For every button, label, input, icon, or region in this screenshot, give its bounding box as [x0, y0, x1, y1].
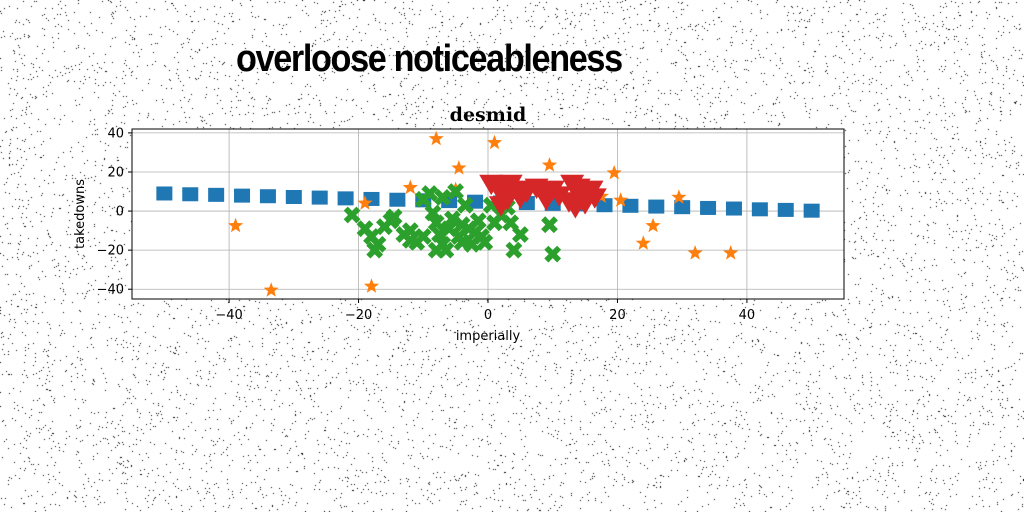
data-point-square	[725, 201, 742, 216]
data-point-square	[777, 202, 794, 217]
data-point-square	[648, 199, 665, 214]
data-point-x	[434, 189, 452, 206]
data-point-x	[512, 226, 529, 243]
data-point-x	[476, 233, 494, 251]
data-point-x	[502, 214, 520, 232]
data-point-x	[427, 241, 445, 259]
x-tick-label: −20	[345, 308, 372, 323]
data-point-square	[389, 192, 406, 207]
data-point-square	[259, 189, 276, 204]
x-tick-label: 0	[484, 308, 492, 323]
data-point-star	[402, 179, 418, 195]
data-point-x	[421, 185, 439, 202]
data-point-star	[263, 282, 279, 297]
data-point-star	[451, 160, 467, 175]
y-tick-label: 40	[107, 126, 124, 141]
data-point-triangle	[488, 196, 513, 217]
data-point-x	[343, 206, 361, 224]
data-point-x	[453, 216, 471, 234]
data-point-x	[401, 222, 419, 239]
data-point-square	[234, 188, 251, 203]
data-point-x	[385, 208, 403, 226]
data-point-x	[427, 214, 445, 232]
data-point-square	[285, 190, 302, 204]
data-point-star	[645, 217, 661, 233]
data-point-x	[469, 212, 487, 230]
data-point-x	[414, 228, 432, 245]
data-point-x	[544, 245, 562, 263]
data-point-x	[456, 196, 474, 214]
data-point-square	[674, 200, 691, 215]
data-point-star	[606, 165, 622, 180]
data-point-star	[723, 245, 739, 260]
data-point-star	[428, 130, 444, 146]
data-point-square	[700, 200, 717, 215]
y-tick-label: 20	[107, 165, 124, 180]
data-point-star	[671, 189, 687, 204]
data-point-star	[541, 157, 558, 172]
x-axis-label: imperially	[456, 329, 521, 344]
chart-title: desmid	[450, 104, 527, 126]
data-point-square	[337, 191, 354, 206]
data-point-square	[208, 187, 225, 202]
series-4	[479, 174, 607, 219]
x-tick-label: 20	[609, 308, 626, 323]
ticks: −40 −20 0 20 40 −40 −20 0 20 40	[97, 126, 756, 323]
data-point-x	[505, 241, 523, 259]
data-point-x	[424, 204, 442, 222]
data-point-triangle	[582, 188, 607, 209]
data-point-square	[596, 198, 613, 213]
y-tick-label: −40	[97, 283, 124, 298]
y-tick-label: 0	[116, 205, 124, 220]
y-tick-label: −20	[97, 244, 124, 259]
data-point-star	[228, 217, 244, 233]
data-point-star	[613, 192, 629, 207]
data-point-x	[541, 216, 558, 234]
series-layer	[156, 130, 820, 297]
data-point-x	[366, 241, 384, 259]
data-point-square	[622, 198, 639, 213]
data-point-star	[635, 235, 651, 250]
data-point-square	[311, 190, 328, 205]
data-point-star	[486, 134, 503, 150]
data-point-triangle	[547, 186, 572, 207]
data-point-triangle	[563, 198, 588, 219]
data-point-star	[357, 195, 373, 210]
data-point-square	[751, 202, 768, 217]
data-point-star	[687, 245, 703, 260]
x-tick-label: 40	[739, 308, 756, 323]
data-point-square	[156, 186, 173, 201]
y-axis-label: takedowns	[73, 179, 88, 249]
data-point-triangle	[514, 182, 539, 203]
data-point-star	[363, 278, 380, 293]
data-point-square	[182, 187, 199, 202]
figure-title: overloose noticeableness	[236, 38, 623, 80]
data-point-x	[447, 183, 464, 200]
data-point-square	[803, 203, 820, 218]
x-tick-label: −40	[215, 308, 242, 323]
